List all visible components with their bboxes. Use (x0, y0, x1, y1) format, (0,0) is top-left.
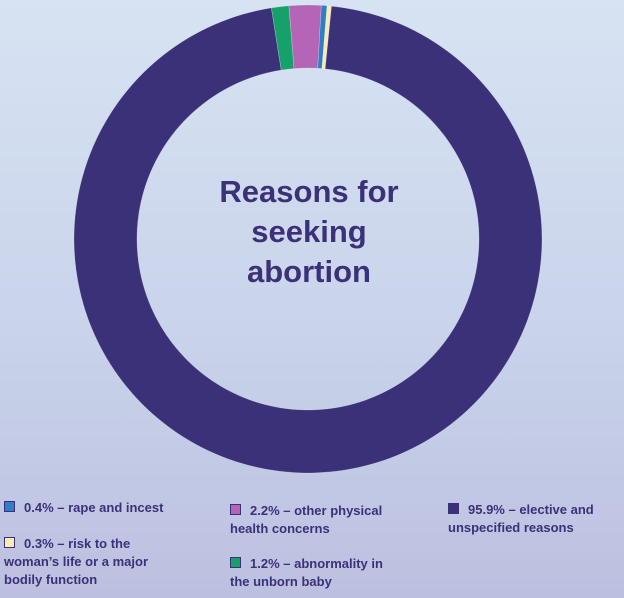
legend-label-abnormality-line-1: 1.2% – abnormality in (250, 556, 383, 571)
donut-slice-elective (73, 5, 543, 474)
legend-label-elective-line-2: unspecified reasons (448, 520, 574, 535)
legend-label-abnormality-line-2: the unborn baby (230, 574, 332, 589)
legend-item-risk-to-life: 0.3% – risk to the woman’s life or a maj… (4, 535, 214, 591)
donut-slice-physical-health (288, 4, 322, 69)
legend-item-physical-health: 2.2% – other physical health concerns (230, 502, 430, 540)
legend-label-risk-line-2: woman’s life or a major (4, 554, 149, 569)
legend-label-physical-line-1: 2.2% – other physical (250, 503, 383, 518)
legend-label-risk-line-3: bodily function (4, 572, 98, 587)
legend-label-rape-incest: 0.4% – rape and incest (24, 500, 164, 515)
legend-label-elective-line-1: 95.9% – elective and (468, 502, 594, 517)
legend-swatch-elective (448, 503, 459, 514)
legend-item-elective: 95.9% – elective and unspecified reasons (448, 501, 620, 539)
chart-title-line-2: seeking (251, 214, 367, 249)
donut-slice-rape-incest (317, 5, 328, 69)
legend-item-abnormality: 1.2% – abnormality in the unborn baby (230, 555, 430, 593)
chart-title-line-1: Reasons for (219, 174, 399, 209)
legend-label-risk-line-1: 0.3% – risk to the (24, 536, 131, 551)
legend-label-physical-line-2: health concerns (230, 521, 330, 536)
legend-swatch-risk-to-life (4, 537, 15, 548)
legend-item-rape-incest: 0.4% – rape and incest (4, 499, 214, 519)
chart-title-line-3: abortion (247, 254, 371, 289)
chart-title: Reasons for seeking abortion (178, 172, 440, 292)
legend-swatch-rape-incest (4, 501, 15, 512)
legend-swatch-abnormality (230, 557, 241, 568)
legend-swatch-physical-health (230, 504, 241, 515)
